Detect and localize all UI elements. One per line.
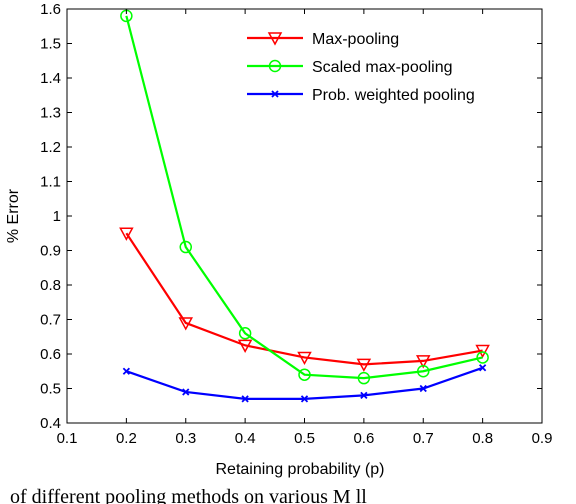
x-tick-label: 0.9 (532, 430, 553, 447)
y-tick-label: 0.9 (40, 243, 61, 260)
legend-swatch-marker (268, 59, 282, 73)
y-tick-label: 0.7 (40, 312, 61, 329)
legend-swatch-marker (267, 32, 283, 46)
data-point (476, 351, 489, 364)
legend-item: Scaled max-pooling (247, 59, 453, 76)
data-point (417, 365, 430, 378)
figure-caption: of different pooling methods on various … (10, 486, 367, 504)
data-point (178, 317, 194, 331)
data-point (122, 367, 131, 375)
x-tick-label: 0.3 (175, 430, 196, 447)
series-3 (122, 364, 487, 403)
y-tick-label: 0.4 (40, 415, 61, 432)
data-point (419, 384, 427, 393)
legend-item: Prob. weighted pooling (247, 87, 475, 104)
y-tick-label: 0.8 (40, 277, 61, 294)
y-tick-label: 1.5 (40, 36, 61, 53)
x-tick-label: 0.7 (413, 430, 434, 447)
y-axis-title: % Error (5, 188, 22, 243)
legend-label: Prob. weighted pooling (312, 87, 475, 104)
x-tick-label: 0.4 (235, 430, 256, 447)
y-tick-label: 0.6 (40, 346, 61, 363)
data-point (182, 388, 190, 396)
data-point (237, 339, 253, 353)
data-point (297, 351, 312, 366)
line-chart: 0.1 0.2 0.3 0.4 0.5 0.6 0.7 0.8 0.9 0.4 0.5 0.6 0.7… (5, 1, 553, 478)
x-axis-title: Retaining probability (p) (216, 461, 385, 478)
legend-label: Max-pooling (312, 31, 399, 48)
x-tick-label: 0.5 (294, 430, 315, 447)
y-tick-label: 1.3 (40, 105, 61, 122)
data-point (238, 327, 252, 340)
y-tick-label: 1 (53, 208, 61, 225)
y-tick-label: 1.4 (40, 70, 61, 87)
x-tick-label: 0.2 (116, 430, 137, 447)
legend-items: Max-pooling Scaled max-pooling Prob. weigh… (247, 31, 475, 104)
data-point (475, 344, 490, 359)
x-tick-label: 0.8 (472, 430, 493, 447)
x-tick-label: 0.6 (353, 430, 374, 447)
series-1 (119, 227, 490, 372)
data-point (300, 395, 309, 403)
y-tick-label: 1.6 (40, 1, 61, 18)
data-point (179, 240, 192, 254)
x-axis: 0.1 0.2 0.3 0.4 0.5 0.6 0.7 0.8 0.9 (57, 9, 553, 447)
legend: Max-pooling Scaled max-pooling Prob. weigh… (237, 18, 533, 115)
x-tick-label: 0.1 (57, 430, 78, 447)
series-line (125, 232, 483, 366)
series-layer (119, 9, 490, 403)
data-point (298, 368, 311, 381)
data-point (360, 391, 368, 400)
legend-swatch-marker (271, 90, 279, 98)
legend-label: Scaled max-pooling (312, 59, 453, 76)
data-point (415, 355, 431, 369)
y-tick-label: 0.5 (40, 381, 61, 398)
data-point (241, 395, 249, 403)
data-point (356, 358, 372, 372)
data-point (119, 227, 134, 241)
y-tick-label: 1.2 (40, 139, 61, 156)
data-point (478, 364, 487, 372)
y-tick-label: 1.1 (40, 174, 61, 191)
data-point (357, 371, 371, 385)
series-line (125, 15, 483, 380)
y-axis: 0.4 0.5 0.6 0.7 0.8 0.9 1 1.1 1.2 1.3 1.4 1.5 1.6 (40, 1, 542, 432)
legend-item: Max-pooling (247, 31, 399, 48)
